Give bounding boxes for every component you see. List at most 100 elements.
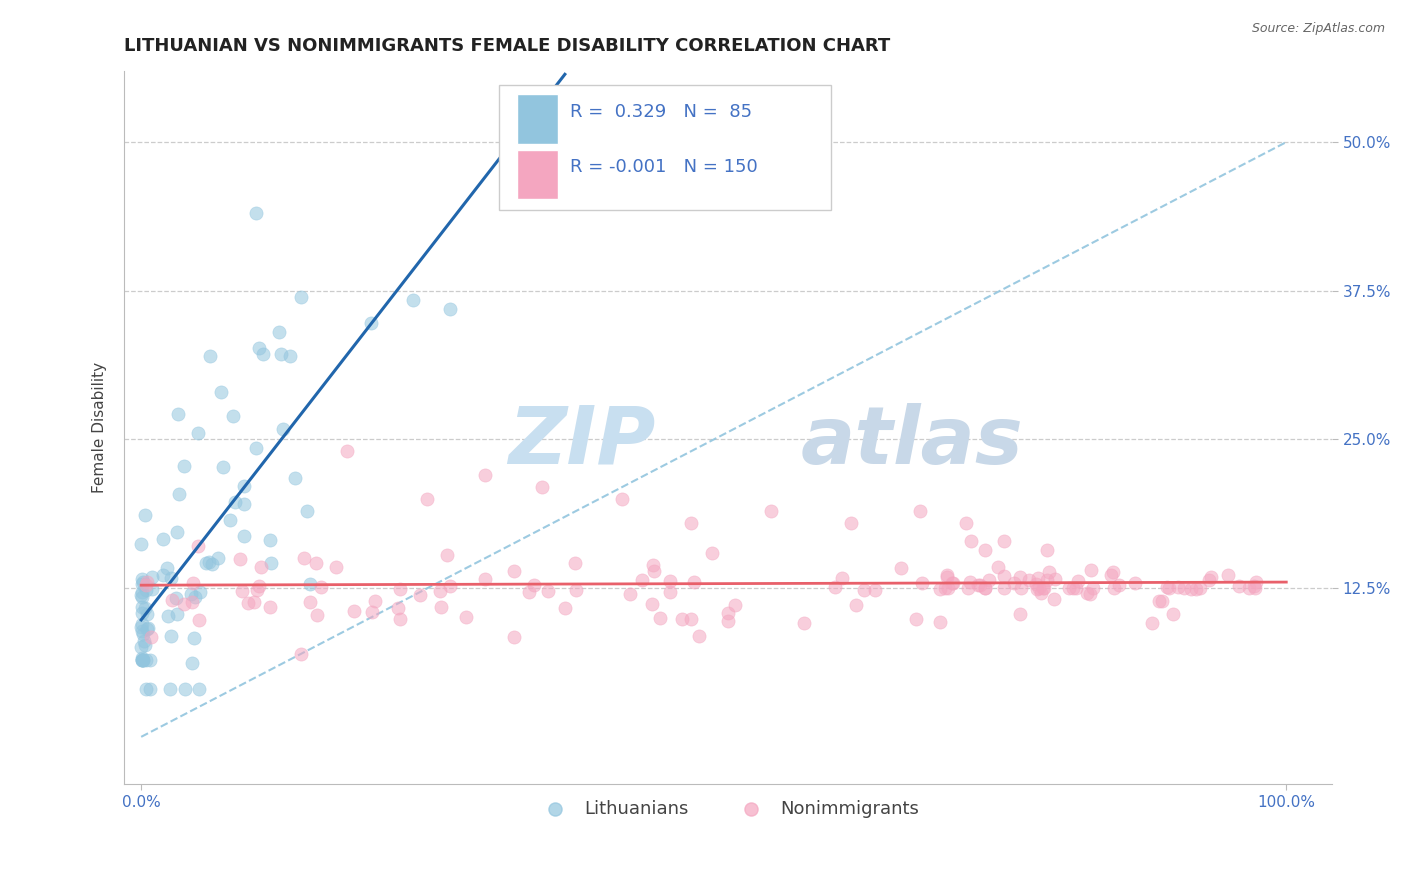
Point <box>839 516 862 530</box>
Point <box>209 384 232 399</box>
Point <box>554 600 576 615</box>
Point <box>1025 576 1047 591</box>
Point <box>941 576 963 591</box>
Point <box>343 604 366 618</box>
Point <box>564 556 586 570</box>
Point <box>439 301 461 316</box>
Point <box>1064 581 1087 595</box>
Point <box>717 614 740 628</box>
Point <box>530 480 553 494</box>
Point <box>1036 543 1059 558</box>
Point <box>993 581 1015 595</box>
Point <box>160 629 183 643</box>
Point <box>180 587 202 601</box>
Point <box>831 571 853 585</box>
Point <box>299 595 322 609</box>
Point <box>1002 575 1025 590</box>
Legend: Lithuanians, Nonimmigrants: Lithuanians, Nonimmigrants <box>530 793 927 825</box>
Point <box>136 622 159 636</box>
Point <box>1108 577 1130 591</box>
Point <box>156 561 179 575</box>
Point <box>131 652 153 666</box>
Point <box>245 582 267 597</box>
Point <box>929 615 952 630</box>
Point <box>631 573 654 587</box>
Point <box>173 458 195 473</box>
Point <box>160 593 183 607</box>
Point <box>174 682 197 697</box>
Point <box>135 582 157 597</box>
Point <box>259 599 281 614</box>
Point <box>936 581 959 595</box>
Point <box>1227 579 1250 593</box>
Point <box>187 682 209 697</box>
Point <box>271 422 294 436</box>
Point <box>1243 579 1265 593</box>
Point <box>292 551 315 566</box>
Text: R =  0.329   N =  85: R = 0.329 N = 85 <box>569 103 752 120</box>
Point <box>181 576 204 591</box>
Point <box>187 539 209 553</box>
Point <box>231 584 253 599</box>
Point <box>1026 571 1049 585</box>
Point <box>973 543 995 558</box>
Point <box>683 574 706 589</box>
Point <box>159 681 181 696</box>
Point <box>129 588 152 602</box>
Point <box>360 316 382 330</box>
Point <box>1189 581 1212 595</box>
Point <box>135 682 157 697</box>
Point <box>688 629 710 643</box>
Point <box>233 529 256 543</box>
Point <box>934 581 956 595</box>
Point <box>430 600 453 615</box>
Point <box>325 560 347 574</box>
Point <box>222 409 245 423</box>
Point <box>245 206 267 220</box>
Point <box>131 651 153 665</box>
Point <box>305 607 328 622</box>
Point <box>1011 581 1033 595</box>
Point <box>1078 587 1101 601</box>
Point <box>960 533 983 548</box>
Point <box>1036 573 1059 587</box>
Point <box>648 611 671 625</box>
Point <box>1198 574 1220 588</box>
Point <box>132 574 155 589</box>
Point <box>201 557 224 571</box>
Point <box>198 349 221 363</box>
Point <box>183 631 205 645</box>
Point <box>184 590 207 604</box>
Point <box>152 533 174 547</box>
Text: atlas: atlas <box>800 403 1024 481</box>
Point <box>1244 581 1267 595</box>
Point <box>131 617 153 632</box>
Point <box>987 560 1010 574</box>
Point <box>1059 581 1081 595</box>
Point <box>138 621 160 635</box>
FancyBboxPatch shape <box>499 85 831 210</box>
Point <box>429 583 451 598</box>
Text: Source: ZipAtlas.com: Source: ZipAtlas.com <box>1251 22 1385 36</box>
Point <box>131 652 153 666</box>
Point <box>267 326 290 340</box>
Point <box>824 580 846 594</box>
Point <box>166 607 188 621</box>
Point <box>181 656 204 670</box>
Point <box>1010 569 1032 583</box>
Point <box>198 556 221 570</box>
Point <box>387 601 409 615</box>
Point <box>165 591 187 605</box>
Point <box>1157 581 1180 595</box>
Point <box>233 479 256 493</box>
Point <box>290 647 312 661</box>
Point <box>503 631 526 645</box>
Point <box>139 682 162 697</box>
Point <box>955 516 977 530</box>
Point <box>131 590 153 604</box>
Point <box>1025 582 1047 597</box>
Point <box>132 633 155 648</box>
Point <box>219 513 242 527</box>
Point <box>131 652 153 666</box>
Point <box>659 585 682 599</box>
